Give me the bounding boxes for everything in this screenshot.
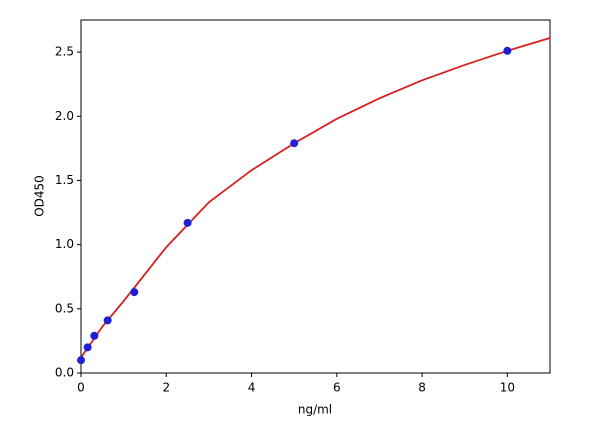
data-point — [183, 218, 192, 227]
data-point — [83, 343, 92, 352]
y-tick-label: 1.0 — [55, 237, 74, 251]
x-axis-label: ng/ml — [298, 403, 332, 417]
x-tick-label: 0 — [77, 381, 85, 395]
data-point — [90, 331, 99, 340]
data-point — [503, 46, 512, 55]
y-tick-label: 0.0 — [55, 366, 74, 380]
data-point — [103, 316, 112, 325]
x-tick-label: 6 — [333, 381, 341, 395]
x-tick-label: 2 — [162, 381, 170, 395]
fit-curve — [80, 37, 551, 359]
data-point — [77, 356, 85, 365]
y-tick-label: 0.5 — [55, 301, 74, 315]
x-tick-label: 4 — [248, 381, 256, 395]
y-tick-label: 2.5 — [55, 45, 74, 59]
y-tick-label: 1.5 — [55, 173, 74, 187]
x-tick-label: 8 — [418, 381, 426, 395]
x-tick-label: 10 — [500, 381, 515, 395]
plot-frame — [80, 19, 551, 374]
data-point — [130, 288, 139, 297]
data-point — [290, 139, 299, 148]
y-tick-label: 2.0 — [55, 109, 74, 123]
y-axis-label: OD450 — [33, 175, 47, 217]
